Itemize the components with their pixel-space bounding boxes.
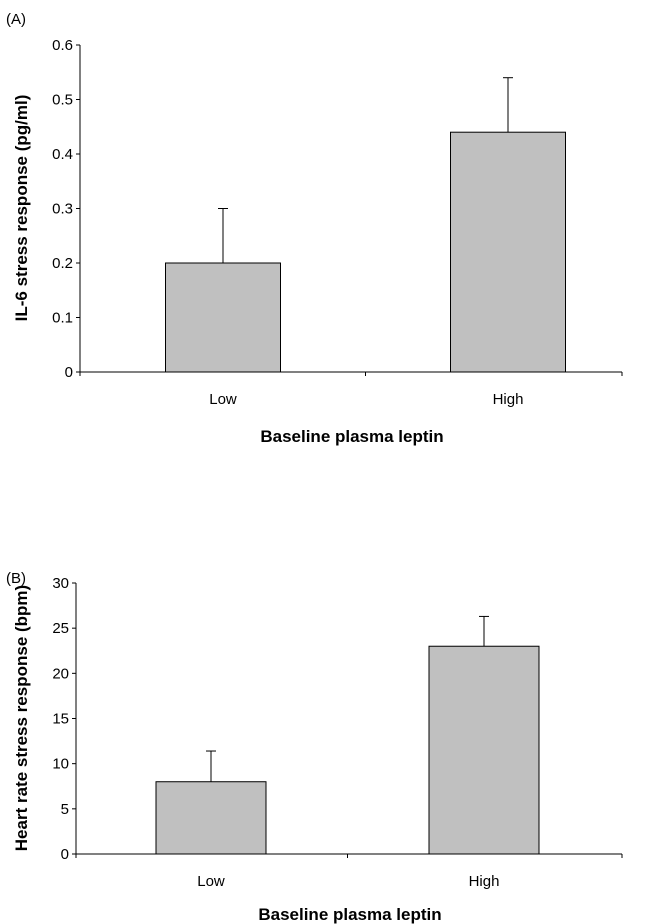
chart-panel-a: (A) 0 0.1 0.2 0.3 0.4 0.5 0.6 Low High Baselin…	[6, 11, 623, 446]
panel-label-a: (A)	[6, 11, 26, 28]
y-tick-label-a: 0.1	[52, 310, 73, 327]
y-tick-label-a: 0.2	[52, 255, 73, 272]
y-tick-label-a: 0	[65, 364, 73, 381]
x-tick-label-high-a: High	[493, 391, 524, 408]
y-tick-label-b: 20	[52, 665, 69, 682]
bar-high-b	[428, 645, 540, 855]
y-tick-label-b: 15	[52, 711, 69, 728]
y-tick-label-b: 30	[52, 575, 69, 592]
panel-label-b: (B)	[6, 570, 26, 587]
x-tick-label-high-b: High	[469, 873, 500, 890]
y-axis-title-b: Heart rate stress response (bpm)	[12, 585, 31, 851]
y-axis-title-a: IL-6 stress response (pg/ml)	[12, 95, 31, 322]
y-tick-label-b: 0	[61, 846, 69, 863]
y-tick-label-a: 0.4	[52, 146, 73, 163]
bar-high-a	[450, 131, 566, 373]
x-axis-title-a: Baseline plasma leptin	[260, 427, 443, 446]
bar-low-a	[165, 262, 281, 373]
y-tick-label-b: 5	[61, 801, 69, 818]
y-tick-label-a: 0.6	[52, 37, 73, 54]
y-ticks-a: 0 0.1 0.2 0.3 0.4 0.5 0.6	[52, 37, 623, 381]
bars-a	[165, 77, 566, 373]
y-ticks-b: 0 5 10 15 20 25 30	[52, 575, 623, 863]
x-tick-label-low-a: Low	[209, 391, 237, 408]
x-tick-label-low-b: Low	[197, 873, 225, 890]
bars-b	[155, 615, 540, 855]
y-tick-label-b: 10	[52, 756, 69, 773]
y-tick-label-b: 25	[52, 620, 69, 637]
y-tick-label-a: 0.5	[52, 92, 73, 109]
x-axis-title-b: Baseline plasma leptin	[258, 905, 441, 924]
y-tick-label-a: 0.3	[52, 201, 73, 218]
chart-panel-b: (B) 0 5 10 15 20 25 30 Low High Baseline plasm…	[6, 570, 623, 924]
bar-low-b	[155, 781, 267, 855]
